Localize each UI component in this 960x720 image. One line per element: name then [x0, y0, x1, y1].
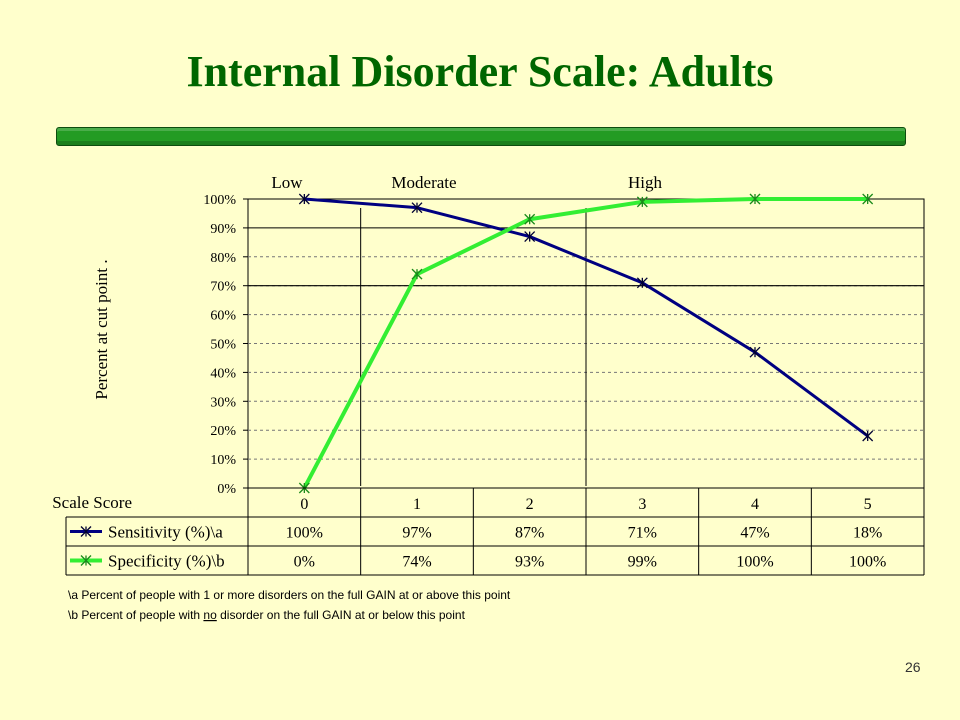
data-label: 100% — [849, 554, 886, 571]
footnote: \b Percent of people with no disorder on… — [68, 608, 466, 622]
sensitivity-point — [298, 193, 310, 205]
legend-key-marker — [80, 526, 92, 537]
x-axis-label: Scale Score — [52, 493, 132, 512]
legend-key-marker — [80, 555, 92, 566]
sensitivity-point — [524, 231, 536, 243]
y-tick-label: 70% — [210, 280, 236, 295]
page-number: 26 — [905, 659, 921, 675]
data-label: 99% — [628, 554, 657, 571]
title-divider-bar — [56, 127, 906, 146]
y-axis-label: Percent at cut point . — [92, 259, 111, 399]
specificity-point — [862, 193, 874, 205]
data-label: 47% — [740, 525, 769, 542]
data-label: 93% — [515, 554, 544, 571]
y-tick-label: 50% — [210, 338, 236, 353]
footnote-part: no — [203, 608, 217, 622]
x-tick-label: 0 — [300, 496, 308, 513]
y-tick-label: 10% — [210, 453, 236, 468]
sensitivity-point — [411, 202, 423, 214]
sensitivity-point — [749, 346, 761, 358]
x-tick-label: 5 — [864, 496, 872, 513]
y-tick-label: 60% — [210, 309, 236, 324]
x-tick-label: 4 — [751, 496, 759, 513]
y-tick-label: 20% — [210, 424, 236, 439]
specificity-point — [636, 196, 648, 208]
region-label: Moderate — [391, 173, 456, 192]
x-tick-label: 3 — [638, 496, 646, 513]
data-label: 71% — [628, 525, 657, 542]
y-tick-label: 30% — [210, 395, 236, 410]
region-label: Low — [271, 173, 303, 192]
specificity-line — [302, 197, 868, 489]
slide-title: Internal Disorder Scale: Adults — [186, 47, 774, 96]
sensitivity-point — [862, 430, 874, 442]
x-tick-label: 2 — [526, 496, 534, 513]
y-tick-label: 0% — [217, 482, 236, 497]
sensitivity-line — [304, 197, 869, 438]
region-label: High — [628, 173, 663, 192]
footnote-part: disorder on the full GAIN at or below th… — [217, 608, 466, 622]
footnote: \a Percent of people with 1 or more diso… — [68, 588, 511, 602]
data-label: 97% — [402, 525, 431, 542]
y-tick-label: 100% — [203, 193, 236, 208]
y-tick-label: 90% — [210, 222, 236, 237]
x-tick-label: 1 — [413, 496, 421, 513]
data-label: 74% — [402, 554, 431, 571]
specificity-point — [411, 268, 423, 280]
footnote-part: \b Percent of people with — [68, 608, 203, 622]
footnote-part: \a Percent of people with 1 or more diso… — [68, 588, 511, 602]
data-label: 0% — [294, 554, 315, 571]
y-tick-label: 40% — [210, 366, 236, 381]
data-label: 18% — [853, 525, 882, 542]
legend-label: Specificity (%)\b — [108, 552, 225, 571]
sensitivity-point — [636, 277, 648, 289]
specificity-point — [749, 193, 761, 205]
specificity-point — [524, 213, 536, 225]
y-tick-label: 80% — [210, 251, 236, 266]
data-label: 100% — [736, 554, 773, 571]
data-label: 87% — [515, 525, 544, 542]
legend-label: Sensitivity (%)\a — [108, 523, 223, 542]
data-label: 100% — [286, 525, 323, 542]
